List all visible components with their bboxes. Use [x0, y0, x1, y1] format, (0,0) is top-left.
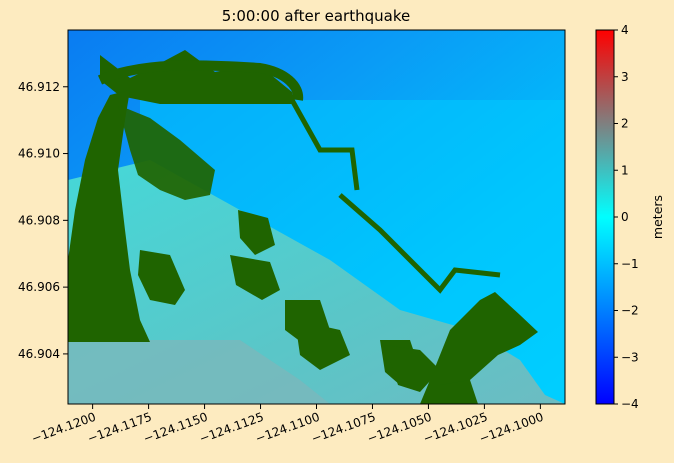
inner-marsh	[118, 105, 215, 200]
colorbar-tick-label: 2	[621, 117, 629, 131]
southeast-shore	[420, 292, 538, 404]
y-tick-label: 46.910	[18, 147, 60, 161]
colorbar-tick-label: 4	[621, 23, 629, 37]
colorbar: −4 −3 −2 −1 0 1 2 3 4 meters	[595, 23, 665, 411]
colorbar-tick-label: 3	[621, 70, 629, 84]
colorbar-label: meters	[650, 195, 665, 239]
heatmap-image	[68, 30, 565, 404]
x-axis: −124.1200−124.1175−124.1150−124.1125−124…	[30, 404, 545, 446]
colorbar-tick-label: −2	[621, 304, 639, 318]
y-tick-label: 46.904	[18, 347, 60, 361]
y-tick-label: 46.912	[18, 80, 60, 94]
south-flats	[68, 340, 330, 404]
colorbar-tick-label: −4	[621, 397, 639, 411]
x-tick-label: −124.1000	[477, 410, 545, 446]
jetty	[289, 98, 501, 294]
colorbar-gradient	[595, 29, 615, 405]
y-axis: 46.904 46.906 46.908 46.910 46.912	[18, 80, 68, 361]
north-spit	[100, 50, 296, 104]
south-patches	[385, 345, 478, 404]
colorbar-tick-label: 0	[621, 210, 629, 224]
north-spit-arc	[97, 60, 304, 101]
marsh-patches	[138, 210, 420, 385]
y-tick-label: 46.908	[18, 213, 60, 227]
chart-title: 5:00:00 after earthquake	[222, 7, 410, 25]
colorbar-tick-label: 1	[621, 163, 629, 177]
colorbar-tick-label: −3	[621, 350, 639, 364]
colorbar-tick-label: −1	[621, 257, 639, 271]
y-tick-label: 46.906	[18, 280, 60, 294]
west-shore	[68, 90, 150, 342]
